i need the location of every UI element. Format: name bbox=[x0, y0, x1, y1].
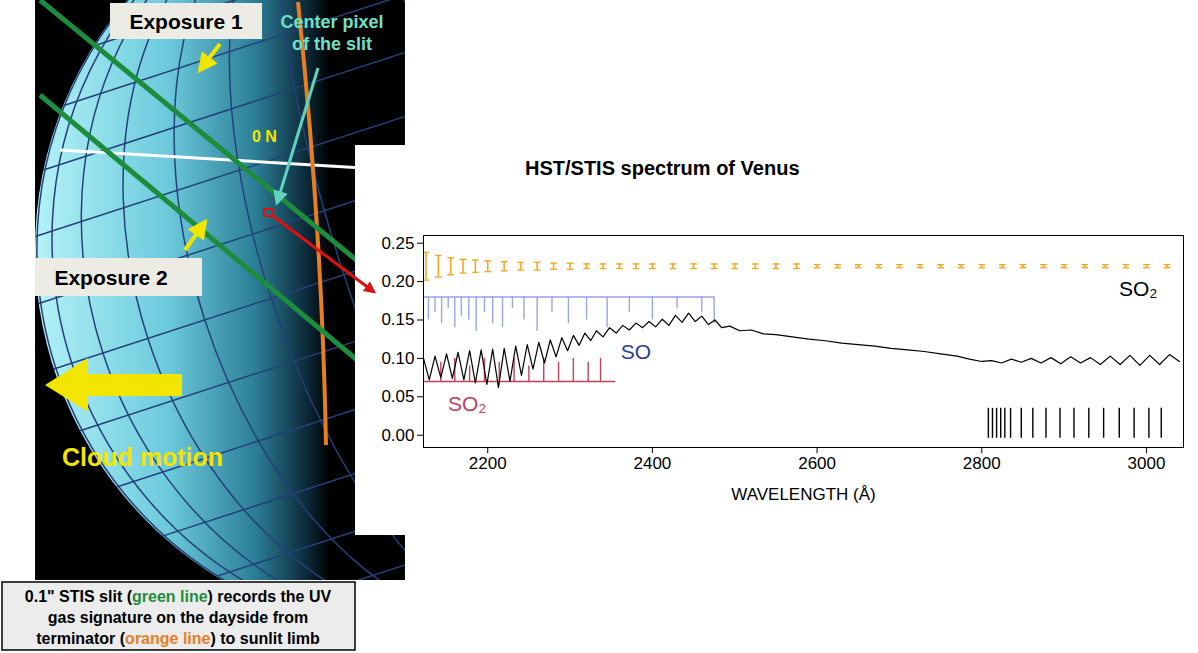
svg-text:of the slit: of the slit bbox=[292, 34, 372, 54]
svg-text:0.25: 0.25 bbox=[381, 234, 414, 253]
svg-text:SO: SO bbox=[621, 340, 651, 363]
svg-text:0.1" STIS slit (green line) re: 0.1" STIS slit (green line) records the … bbox=[25, 588, 332, 605]
svg-text:0.05: 0.05 bbox=[381, 387, 414, 406]
svg-text:0.15: 0.15 bbox=[381, 310, 414, 329]
svg-text:0.20: 0.20 bbox=[381, 272, 414, 291]
svg-text:2600: 2600 bbox=[798, 454, 836, 473]
svg-text:gas signature on the dayside: gas signature on the dayside from bbox=[48, 609, 309, 626]
svg-text:3000: 3000 bbox=[1128, 454, 1166, 473]
svg-text:Exposure 1: Exposure 1 bbox=[129, 10, 243, 33]
svg-text:SO₂: SO₂ bbox=[448, 392, 487, 415]
svg-text:Exposure 2: Exposure 2 bbox=[54, 266, 167, 289]
svg-text:SO₂: SO₂ bbox=[1119, 277, 1158, 300]
svg-text:2200: 2200 bbox=[469, 454, 507, 473]
svg-text:terminator (orange line) to su: terminator (orange line) to sunlit limb bbox=[36, 630, 320, 647]
svg-text:0 N: 0 N bbox=[252, 128, 277, 145]
svg-text:WAVELENGTH (Å): WAVELENGTH (Å) bbox=[731, 485, 876, 504]
svg-text:0.10: 0.10 bbox=[381, 349, 414, 368]
svg-text:Cloud motion: Cloud motion bbox=[62, 443, 223, 471]
html-text:HST/STIS spectrum of Venus: HST/STIS spectrum of Venus bbox=[525, 157, 800, 179]
svg-text:0.00: 0.00 bbox=[381, 426, 414, 445]
svg-text:Center pixel: Center pixel bbox=[280, 12, 383, 32]
svg-text:2800: 2800 bbox=[963, 454, 1001, 473]
svg-text:2400: 2400 bbox=[633, 454, 671, 473]
